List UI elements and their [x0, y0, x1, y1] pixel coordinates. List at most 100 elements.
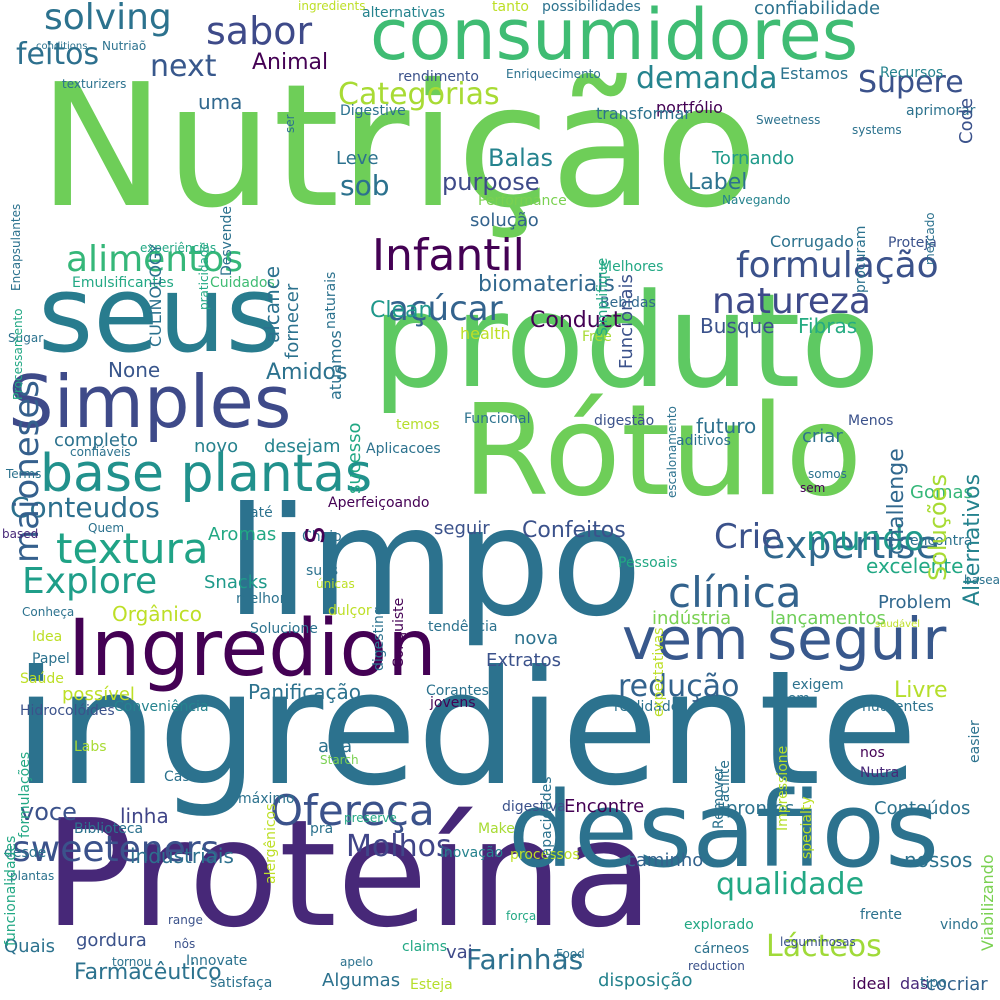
word-solucao: solução	[470, 210, 539, 231]
word-ser: ser	[283, 114, 297, 133]
word-voce: voce	[20, 798, 77, 826]
word-nutricao: Nutrição	[38, 48, 759, 246]
word-biblioteca: Biblioteca	[74, 821, 144, 837]
word-proteja: Proteja	[888, 235, 937, 251]
word-nutriao: Nutriaõ	[102, 39, 147, 53]
word-rotulo: Rótulo	[462, 377, 863, 524]
word-make: Make	[478, 821, 515, 837]
word-solucione: Solucione	[250, 621, 318, 637]
word-alternativos: Alternativos	[960, 473, 985, 606]
word-aromas: Aromas	[208, 524, 277, 545]
word-atuamos: atuamos	[326, 330, 345, 400]
word-casa: Casa	[164, 769, 199, 785]
word-alergenicos: alergênicos	[263, 803, 279, 884]
word-problem: Problem	[878, 592, 952, 613]
word-corrugado: Corrugado	[770, 232, 854, 251]
word-navegando: Navegando	[722, 193, 791, 207]
word-snacks: Snacks	[204, 572, 268, 593]
word-explorado: explorado	[684, 917, 754, 933]
word-ofereca: Ofereça	[270, 786, 435, 835]
word-cheio: Cheio	[302, 529, 342, 545]
word-animal: Animal	[252, 50, 329, 75]
word-clinica: clínica	[668, 568, 802, 617]
word-seus: seus	[38, 253, 281, 376]
word-algumas: Algumas	[322, 970, 401, 991]
word-cuidados: Cuidados	[210, 275, 275, 291]
word-naturais: naturais	[323, 271, 339, 329]
word-maximo: máximo	[238, 791, 295, 807]
word-processamento: Processamento	[11, 308, 25, 400]
word-molhos: Molhos	[346, 829, 452, 864]
word-corantes: Corantes	[426, 683, 489, 699]
word-experiencias: experiências	[140, 241, 217, 255]
word-funcional: Funcional	[464, 411, 531, 427]
word-health: health	[460, 324, 511, 343]
word-encontra: encontra	[910, 533, 973, 549]
word-base-plantas: base plantas	[40, 444, 373, 504]
word-proteina: Proteína	[44, 788, 654, 960]
word-cocriar: cocriar	[926, 974, 988, 995]
word-produto: produto	[372, 265, 881, 417]
word-pessoais: Pessoais	[618, 555, 678, 571]
word-menos: Menos	[848, 413, 894, 429]
word-conquiste: Conquiste	[391, 597, 407, 668]
word-fornecer: fornecer	[282, 283, 303, 359]
word-culinology: CULINOLOGY	[146, 243, 165, 347]
word-labs: Labs	[74, 739, 107, 755]
word-encapsulantes: Encapsulantes	[9, 203, 23, 291]
word-simplifique: Simplifique	[595, 257, 611, 336]
word-reducao: redução	[618, 669, 740, 704]
word-saudavel: saudável	[875, 619, 920, 630]
word-conheca: Conheça	[22, 605, 75, 619]
word-temos: temos	[396, 417, 440, 433]
word-rendimento: rendimento	[398, 69, 479, 85]
word-quem: Quem	[88, 521, 125, 535]
word-melhores: Melhores	[600, 259, 664, 275]
word-simples: Simples	[8, 360, 292, 444]
word-baseado: baseado	[964, 573, 1000, 587]
word-alcance: alcance	[260, 265, 284, 343]
word-satisfaca: satisfaça	[210, 975, 273, 991]
word-exigem: exigem	[792, 677, 844, 693]
word-organico: Orgânico	[112, 602, 203, 626]
word-processos: processos	[510, 847, 580, 863]
word-conduct: Conduct	[530, 308, 622, 333]
word-vai: vai	[446, 942, 473, 963]
word-aperfeicoando: Aperfeiçoando	[328, 495, 430, 511]
word-saude: Saúde	[20, 671, 64, 687]
word-balas: Balas	[488, 144, 554, 172]
word-solucoes: Soluções	[924, 474, 952, 581]
word-crie: Crie	[714, 517, 783, 557]
word-forca: força	[506, 909, 537, 923]
word-tornou: tornou	[112, 955, 152, 969]
word-confeitos: Confeitos	[522, 518, 626, 543]
word-conveniencia: Conveniência	[114, 699, 209, 715]
word-textura: textura	[56, 524, 209, 573]
word-possivel: possível	[62, 684, 135, 705]
word-food: Food	[556, 947, 585, 961]
word-vem-seguir: vem seguir	[622, 605, 947, 673]
word-bebidas: Bebidas	[600, 295, 656, 311]
word-disposicao: disposição	[598, 970, 693, 991]
word-futuro: futuro	[696, 414, 757, 438]
word-qualidade: qualidade	[716, 867, 865, 902]
word-linha: linha	[120, 804, 169, 828]
word-portfolio: portfólio	[656, 98, 723, 117]
word-leve: Leve	[336, 148, 379, 169]
word-sob: sob	[340, 169, 390, 202]
word-expertise: expertise	[762, 523, 939, 567]
word-supere: Supere	[858, 65, 964, 100]
word-tendencia: tendência	[428, 619, 498, 635]
word-sabor: sabor	[206, 9, 313, 53]
word-farinhas: Farinhas	[466, 943, 584, 976]
word-vindo: vindo	[940, 917, 979, 933]
word-aditivos: aditivos	[676, 433, 731, 449]
word-farmaceutico: Farmacêutico	[74, 960, 222, 985]
word-code: Code	[956, 97, 977, 144]
word-excelente: excelente	[866, 554, 964, 578]
word-alternativas: alternativas	[362, 5, 446, 21]
word-possibilidades: possibilidades	[542, 0, 641, 15]
word-desafios: desafios	[508, 769, 940, 891]
word-fibras: Fibras	[798, 314, 858, 338]
